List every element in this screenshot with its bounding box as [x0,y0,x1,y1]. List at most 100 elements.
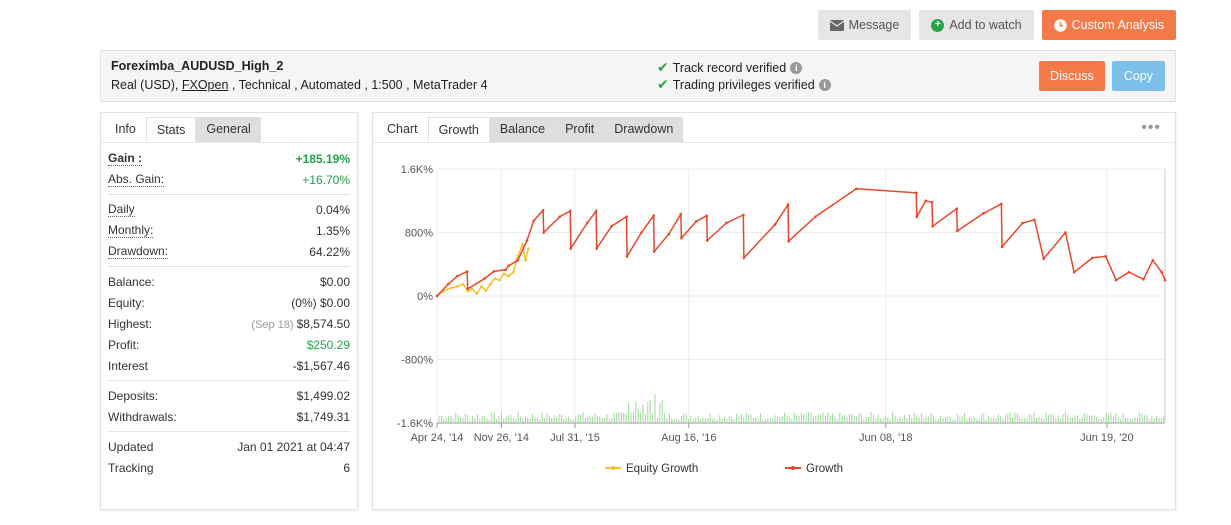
stat-profit: Profit: $250.29 [108,334,350,355]
growth-point [1104,255,1107,258]
stats-tabs: Info Stats General [101,113,357,143]
equity-growth-point [527,247,530,250]
growth-point [814,215,817,218]
check-icon: ✔ [657,76,669,92]
growth-point [435,294,439,298]
growth-point [742,256,746,260]
equity-growth-point [489,282,492,286]
stat-label: Highest: [108,316,153,331]
stat-equity: Equity: (0%) $0.00 [108,292,350,313]
stats-list: Gain : +185.19% Abs. Gain: +16.70% Daily… [101,148,357,478]
tab-growth[interactable]: Growth [427,117,490,142]
broker-link[interactable]: FXOpen [181,78,229,92]
copy-button[interactable]: Copy [1111,61,1165,91]
message-button[interactable]: Message [817,10,912,40]
stat-label[interactable]: Gain : [108,151,143,166]
equity-growth-point [475,292,479,295]
tab-chart[interactable]: Chart [387,122,418,136]
info-icon[interactable]: i [790,61,803,74]
tab-balance[interactable]: Balance [489,117,556,142]
growth-point [1072,270,1076,274]
growth-point [1151,258,1155,262]
ellipsis-icon[interactable]: ••• [1141,119,1161,136]
message-label: Message [848,18,900,32]
growth-point [694,220,698,223]
growth-point [525,239,529,242]
equity-growth-point [480,285,483,288]
info-icon[interactable]: i [818,78,831,91]
stat-monthly: Monthly: 1.35% [108,220,350,241]
growth-point [773,223,777,226]
stat-label[interactable]: Daily [108,202,135,217]
system-desc-suffix: , Technical , Automated , 1:500 , MetaTr… [228,78,488,92]
stat-withdrawals: Withdrawals: $1,749.31 [108,406,350,427]
growth-point [786,203,790,207]
clock-icon [1053,18,1067,32]
growth-point [507,264,510,268]
stat-note: (Sep 18) [251,318,294,331]
add-to-watch-button[interactable]: + Add to watch [919,10,1034,40]
tab-info[interactable]: Info [115,122,136,136]
growth-point [594,209,598,213]
equity-growth-point [461,282,465,286]
stat-value: -$1,567.46 [292,358,350,373]
growth-point [930,201,934,204]
legend-marker [791,466,795,470]
stat-value: $1,749.31 [296,409,350,424]
growth-point [915,215,919,218]
stat-value-wrap: (Sep 18) $8,574.50 [251,317,350,331]
growth-point [466,287,469,291]
stat-label[interactable]: Monthly: [108,223,154,238]
growth-point [914,191,918,195]
stat-value: +185.19% [295,151,350,166]
divider [108,431,350,432]
stat-balance: Balance: $0.00 [108,271,350,292]
legend-marker [611,466,615,470]
growth-point [725,221,728,225]
stat-value: $250.29 [306,337,350,352]
tab-general[interactable]: General [196,117,261,142]
growth-point [640,231,643,234]
tab-drawdown[interactable]: Drawdown [604,117,684,142]
growth-point [532,219,536,222]
equity-growth-point [493,277,497,280]
custom-analysis-button[interactable]: Custom Analysis [1041,10,1176,40]
growth-point [1042,257,1046,260]
stat-value: Jan 01 2021 at 04:47 [237,439,350,454]
growth-point [787,239,790,243]
tab-profit[interactable]: Profit [555,117,605,142]
stat-daily: Daily 0.04% [108,199,350,220]
equity-growth-point [516,255,520,258]
growth-point [455,274,459,278]
stat-value: 6 [343,460,350,475]
y-tick-label: 0% [417,291,433,303]
equity-growth-point [507,274,510,278]
growth-point [854,187,858,191]
growth-point [516,258,520,262]
stat-label[interactable]: Abs. Gain: [108,172,165,187]
growth-point [568,209,572,213]
growth-point [558,215,562,218]
stat-value: 0.04% [315,202,350,217]
growth-point [742,213,745,217]
growth-point [1021,221,1024,225]
equity-growth-point [524,258,527,262]
chart-tabs: Chart Growth Balance Profit Drawdown [373,113,1175,143]
stat-interest: Interest -$1,567.46 [108,355,350,376]
discuss-button[interactable]: Discuss [1039,61,1105,91]
stat-label[interactable]: Drawdown: [108,244,169,259]
growth-line [436,188,1166,297]
growth-point [465,270,469,273]
growth-point [955,207,959,210]
stat-abs-gain: Abs. Gain: +16.70% [108,169,350,190]
tab-stats[interactable]: Stats [145,117,197,142]
growth-point [679,212,683,216]
system-header: Foreximba_AUDUSD_High_2 Real (USD), FXOp… [100,50,1176,102]
growth-point [680,236,683,240]
x-tick-label: Nov 26, '14 [474,432,529,444]
growth-point [492,270,496,273]
y-tick-label: -800% [401,355,433,367]
stat-label: Updated [108,439,154,454]
growth-point [652,250,656,253]
growth-point [625,215,628,218]
